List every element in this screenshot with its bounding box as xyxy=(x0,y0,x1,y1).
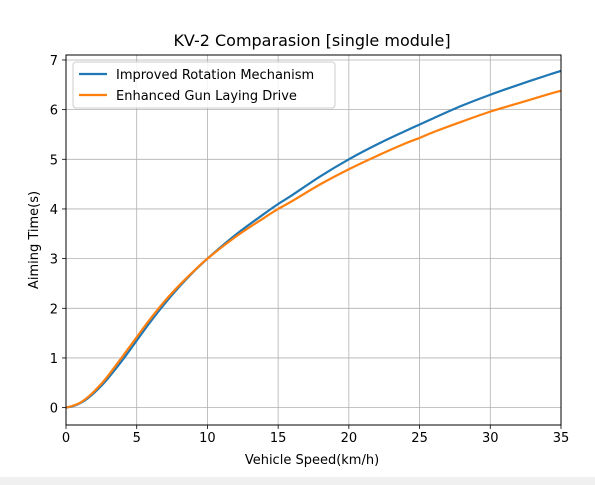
y-tick-label: 0 xyxy=(50,402,58,417)
plot-frame xyxy=(65,54,562,426)
x-tick-label: 0 xyxy=(62,431,70,446)
y-tick-label: 3 xyxy=(50,253,58,268)
y-tick-label: 6 xyxy=(50,104,58,119)
series-line-1 xyxy=(65,89,562,409)
x-tick-label: 10 xyxy=(199,431,216,446)
legend-box xyxy=(72,61,336,109)
chart-title: KV-2 Comparasion [single module] xyxy=(173,31,450,50)
x-tick-label: 25 xyxy=(411,431,428,446)
series-line-0 xyxy=(65,69,562,409)
y-tick-label: 7 xyxy=(50,54,58,69)
x-tick-label: 30 xyxy=(482,431,499,446)
legend: Improved Rotation Mechanism Enhanced Gun … xyxy=(72,61,336,109)
y-tick-label: 4 xyxy=(50,203,58,218)
x-tick-label: 15 xyxy=(270,431,287,446)
y-tick-label: 2 xyxy=(50,302,58,317)
x-tick-label: 35 xyxy=(553,431,570,446)
axis-ticks: 0 5 10 15 20 25 30 35 0 1 2 3 4 5 6 7 xyxy=(50,54,570,446)
x-tick-label: 20 xyxy=(341,431,358,446)
x-axis-label: Vehicle Speed(km/h) xyxy=(245,453,379,468)
series-lines xyxy=(65,69,562,409)
window-status-strip xyxy=(0,477,595,485)
y-axis-label: Aiming Time(s) xyxy=(27,191,42,289)
x-tick-label: 5 xyxy=(133,431,141,446)
y-tick-label: 5 xyxy=(50,153,58,168)
legend-label: Improved Rotation Mechanism xyxy=(116,68,314,83)
legend-label: Enhanced Gun Laying Drive xyxy=(116,89,297,104)
y-tick-label: 1 xyxy=(50,352,58,367)
